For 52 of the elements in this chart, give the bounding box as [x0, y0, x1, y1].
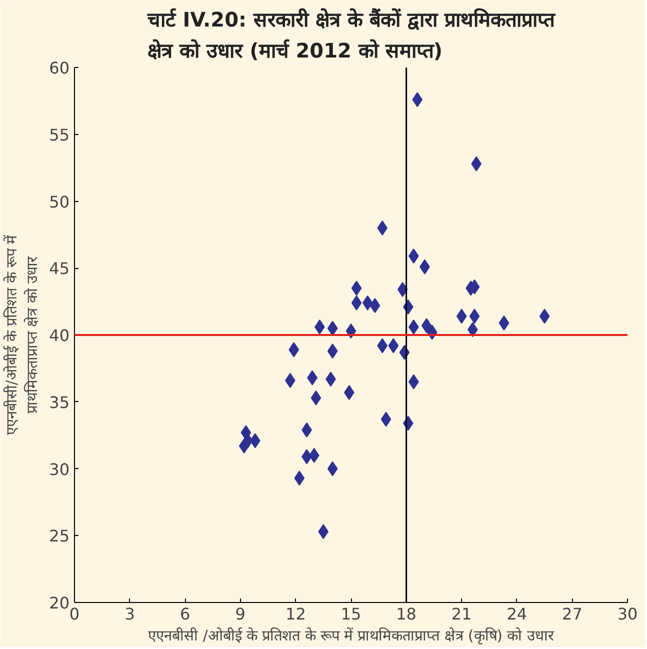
x-tick-label: 21: [451, 604, 472, 624]
point: [288, 342, 300, 358]
point: [380, 412, 392, 427]
point: [310, 390, 322, 406]
point: [327, 320, 338, 336]
point: [370, 298, 380, 314]
y-tick-label: 20: [49, 594, 70, 612]
point: [327, 344, 338, 359]
y-tick-label: 50: [49, 192, 70, 212]
point: [456, 308, 467, 324]
y-tick-label: 35: [49, 392, 70, 412]
x-tick-label: 30: [617, 604, 638, 624]
x-tick-label: 0: [69, 604, 80, 624]
x-tick-label: 27: [562, 604, 582, 624]
point: [467, 322, 478, 338]
point: [539, 308, 550, 324]
point: [294, 470, 305, 486]
point: [344, 385, 354, 400]
y-tick-label: 30: [49, 460, 70, 479]
point: [351, 295, 362, 310]
point: [498, 315, 510, 330]
point: [314, 319, 325, 334]
y-tick-label: 40: [49, 326, 70, 345]
x-tick-label: 24: [506, 604, 528, 624]
y-axis-title: एएनबीसी/ओबीई के प्रतिशत के रूप में प्राथमिकताप्राप्त क्षेत्र को उधार: [2, 234, 42, 436]
x-tick-label: 12: [286, 604, 306, 624]
point: [318, 524, 329, 540]
point: [238, 438, 250, 454]
point: [397, 282, 408, 298]
x-tick-label: 6: [180, 604, 190, 624]
y-tick-label: 45: [49, 259, 70, 278]
point: [412, 92, 423, 108]
chart-title: चार्ट IV.20: सरकारी क्षेत्र के बैंकों द्वारा प्राथमिकताप्राप्त क्षेत्र को उधार (मार्च 2012 को समाप्त): [146, 7, 556, 62]
point: [377, 338, 388, 354]
y-tick-label: 25: [49, 526, 70, 546]
x-tick-label: 15: [340, 604, 362, 624]
x-tick-label: 18: [396, 604, 416, 624]
point: [250, 433, 260, 448]
point: [377, 220, 388, 236]
y-tick-label: 60: [49, 58, 70, 78]
point: [308, 448, 320, 463]
x-axis-title: एएनबीसी /ओबीई के प्रतिशत के रूप में प्राथमिकताप्राप्त क्षेत्र (कृषि) को उधार: [148, 626, 555, 644]
y-tick-label: 55: [49, 125, 70, 144]
point: [471, 156, 482, 172]
point: [421, 318, 432, 334]
x-tick-label: 9: [235, 604, 246, 624]
point: [351, 280, 362, 296]
point: [362, 295, 373, 310]
x-tick-label: 3: [124, 604, 135, 624]
point: [327, 461, 338, 476]
point: [469, 308, 480, 324]
point: [388, 338, 399, 354]
